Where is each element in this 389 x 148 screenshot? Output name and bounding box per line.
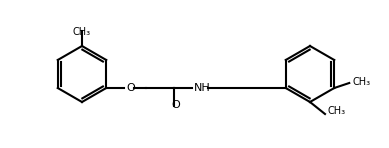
Text: CH₃: CH₃: [352, 77, 370, 87]
Text: NH: NH: [194, 83, 211, 93]
Text: O: O: [172, 100, 180, 110]
Text: CH₃: CH₃: [328, 106, 346, 116]
Text: CH₃: CH₃: [73, 27, 91, 37]
Text: O: O: [126, 83, 135, 93]
